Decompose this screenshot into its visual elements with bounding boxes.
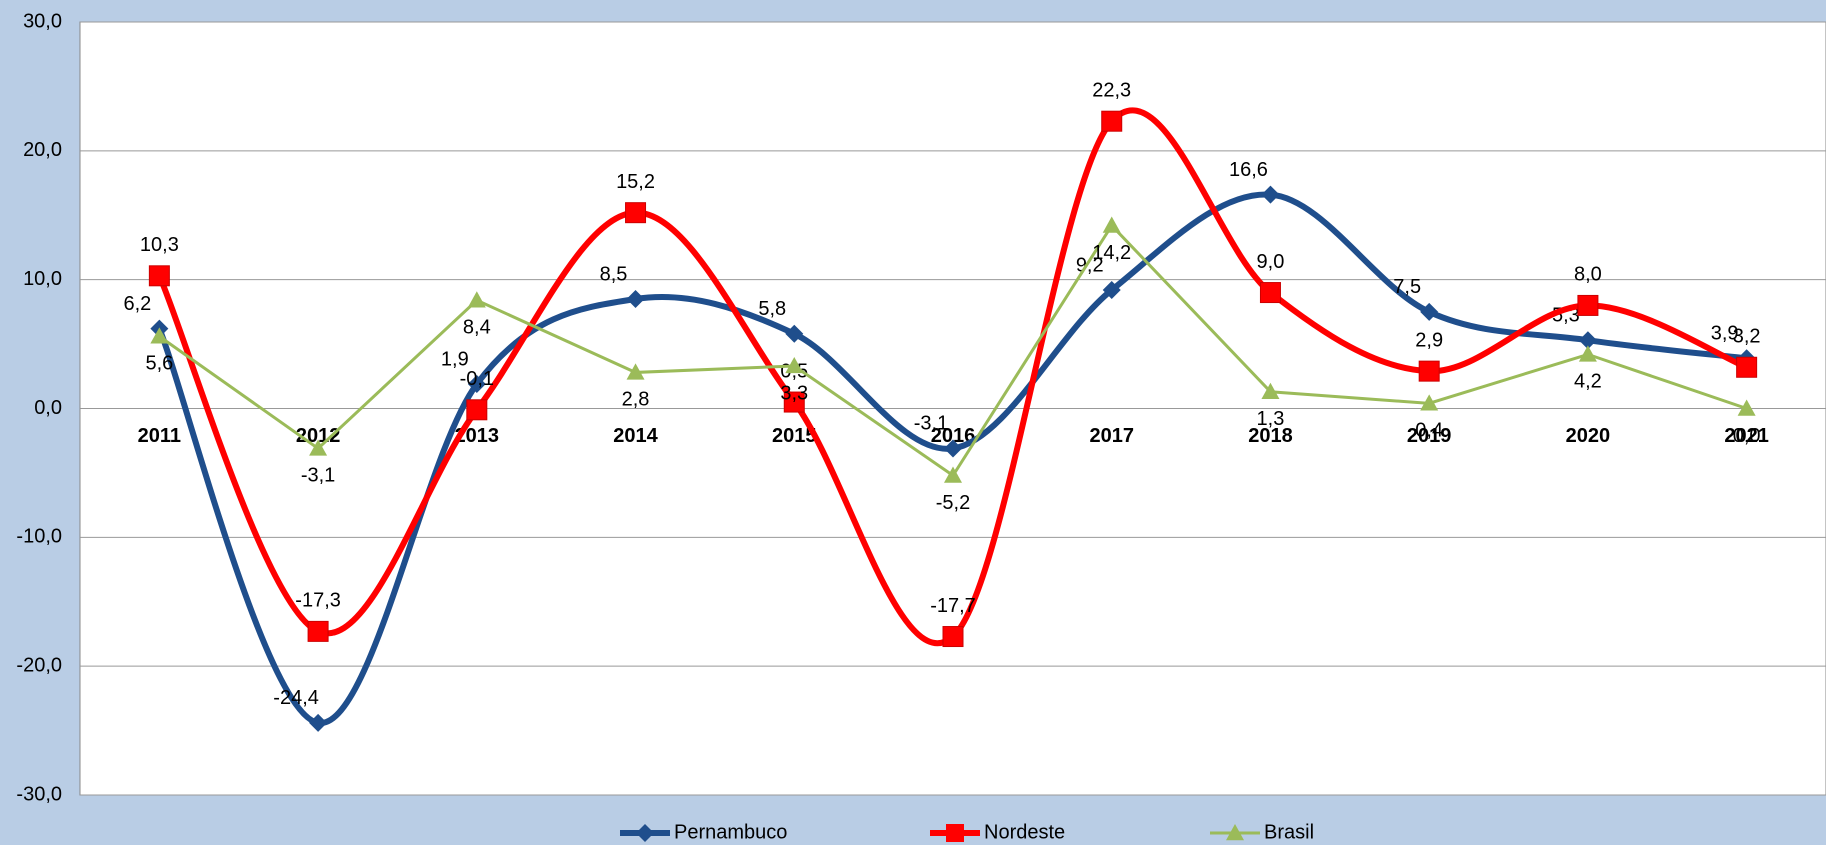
x-tick-label: 2011 xyxy=(138,425,181,447)
y-tick-label: 10,0 xyxy=(23,268,62,290)
marker xyxy=(1261,382,1280,399)
data-label: 4,2 xyxy=(1574,371,1602,393)
marker xyxy=(1420,394,1439,411)
marker xyxy=(1226,824,1244,841)
marker xyxy=(309,439,328,456)
data-label: 10,3 xyxy=(140,234,179,256)
data-label: 0,0 xyxy=(1733,425,1761,447)
data-label: 5,8 xyxy=(758,298,786,320)
marker xyxy=(1420,302,1439,321)
y-tick-label: -20,0 xyxy=(16,654,62,676)
data-label: 15,2 xyxy=(616,171,655,193)
marker xyxy=(150,327,169,344)
marker xyxy=(1578,331,1597,350)
data-label: 8,4 xyxy=(463,317,491,339)
data-label: 9,0 xyxy=(1257,251,1285,273)
x-tick-label: 2021 xyxy=(1724,425,1769,447)
data-label: 3,2 xyxy=(1733,326,1761,348)
marker xyxy=(1261,185,1280,204)
legend-label: Brasil xyxy=(1264,821,1314,843)
marker xyxy=(1259,282,1281,304)
marker xyxy=(626,289,645,308)
marker xyxy=(1578,345,1597,362)
marker xyxy=(946,824,964,842)
marker xyxy=(785,324,804,343)
marker xyxy=(942,626,964,648)
data-label: -3,1 xyxy=(301,465,335,487)
x-tick-label: 2016 xyxy=(931,425,976,447)
data-label: -17,3 xyxy=(295,590,341,612)
marker xyxy=(466,399,488,421)
marker xyxy=(467,375,486,394)
data-label: 6,2 xyxy=(123,293,151,315)
marker xyxy=(783,391,805,413)
data-label: 16,6 xyxy=(1229,159,1268,181)
data-label: -5,2 xyxy=(936,492,970,514)
data-label: 7,5 xyxy=(1393,276,1421,298)
data-label: 8,0 xyxy=(1574,264,1602,286)
marker xyxy=(467,291,486,308)
data-label: 1,3 xyxy=(1257,408,1285,430)
data-label: 2,8 xyxy=(622,389,650,411)
y-tick-label: 30,0 xyxy=(23,10,62,32)
x-tick-label: 2020 xyxy=(1566,425,1611,447)
x-tick-label: 2014 xyxy=(613,425,658,447)
marker xyxy=(944,466,962,483)
marker xyxy=(785,356,804,374)
marker xyxy=(307,620,329,642)
marker xyxy=(1577,294,1599,316)
data-label: 1,9 xyxy=(441,348,469,370)
data-label: 3,3 xyxy=(780,382,808,404)
x-tick-label: 2017 xyxy=(1089,425,1134,447)
marker xyxy=(1418,360,1440,382)
y-tick-label: 0,0 xyxy=(34,397,62,419)
marker xyxy=(625,202,647,224)
data-label: 3,9 xyxy=(1711,323,1739,345)
y-tick-label: 20,0 xyxy=(23,139,62,161)
data-label: 5,6 xyxy=(145,353,173,375)
legend-label: Pernambuco xyxy=(674,821,787,843)
x-tick-label: 2019 xyxy=(1407,425,1452,447)
marker xyxy=(1737,399,1756,416)
marker xyxy=(148,265,170,287)
legend-label: Nordeste xyxy=(984,821,1065,843)
marker xyxy=(1101,110,1123,132)
marker xyxy=(636,824,654,842)
data-label: -17,7 xyxy=(930,595,976,617)
marker xyxy=(1102,280,1121,299)
x-tick-label: 2015 xyxy=(772,425,817,447)
marker xyxy=(626,363,645,380)
y-tick-label: -10,0 xyxy=(16,526,62,548)
x-tick-label: 2018 xyxy=(1248,425,1293,447)
data-label: 14,2 xyxy=(1092,242,1131,264)
data-label: 8,5 xyxy=(600,263,628,285)
data-label: -0,1 xyxy=(460,368,494,390)
data-label: 22,3 xyxy=(1092,79,1131,101)
marker xyxy=(1102,216,1121,233)
data-label: 0,4 xyxy=(1415,420,1443,442)
data-label: 2,9 xyxy=(1415,329,1443,351)
marker xyxy=(944,439,962,458)
marker xyxy=(309,713,328,732)
marker xyxy=(1736,356,1758,378)
data-label: -24,4 xyxy=(273,687,319,709)
data-label: -3,1 xyxy=(914,413,948,435)
y-tick-label: -30,0 xyxy=(16,783,62,805)
